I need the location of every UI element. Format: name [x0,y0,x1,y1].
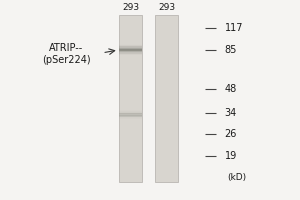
Text: ATRIP--
(pSer224): ATRIP-- (pSer224) [42,43,91,65]
Text: 85: 85 [225,45,237,55]
Bar [119,49,142,50]
Bar [119,112,142,113]
Bar [119,110,142,111]
Bar [119,111,142,112]
Bar [119,118,142,119]
Bar [119,45,142,46]
Bar [119,48,142,49]
Text: 117: 117 [225,23,243,33]
Bar [119,53,142,54]
Bar [119,110,142,111]
Bar [119,15,142,182]
Bar [119,51,142,52]
Bar [119,113,142,114]
Text: 34: 34 [225,108,237,118]
Bar [119,46,142,47]
Bar [119,115,142,116]
Bar [119,50,142,51]
Bar [119,44,142,45]
Bar [119,49,142,50]
Text: 48: 48 [225,84,237,94]
Text: 293: 293 [122,3,139,12]
Bar [119,114,142,115]
Bar [119,117,142,118]
Text: 293: 293 [158,3,175,12]
Text: 19: 19 [225,151,237,161]
Bar [119,113,142,114]
Bar [119,50,142,51]
Bar [155,15,178,182]
Bar [119,54,142,55]
Bar [119,53,142,54]
Bar [119,52,142,53]
Bar [119,46,142,47]
Bar [119,47,142,48]
Bar [119,115,142,116]
Bar [119,116,142,117]
Text: (kD): (kD) [228,173,247,182]
Bar [119,45,142,46]
Text: 26: 26 [225,129,237,139]
Bar [119,116,142,117]
Bar [119,54,142,55]
Bar [119,118,142,119]
Bar [119,111,142,112]
